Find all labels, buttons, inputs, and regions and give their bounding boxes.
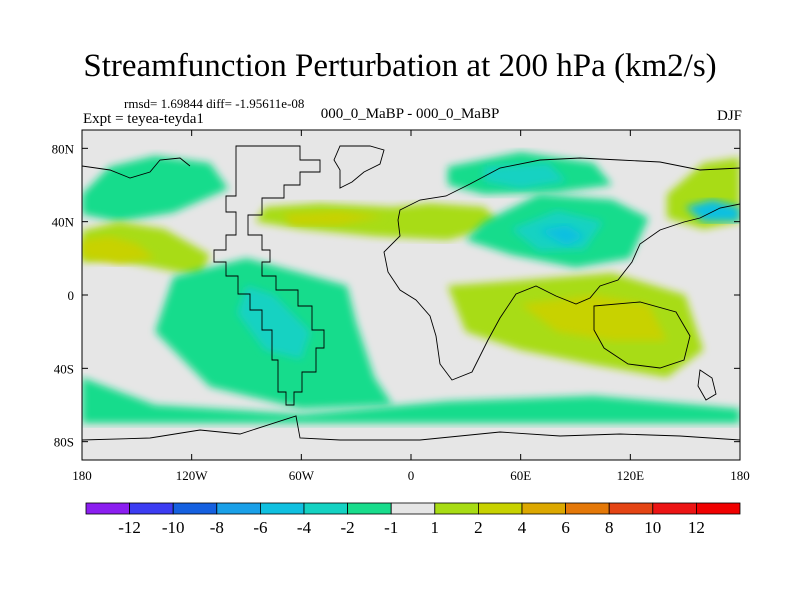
coast-australia [593, 301, 691, 369]
period-label: 000_0_MaBP - 000_0_MaBP [320, 106, 500, 122]
x-tick-label: 120W [176, 468, 209, 483]
x-tick-label: 60E [510, 468, 531, 483]
y-tick-label: 40S [54, 361, 74, 376]
x-tick-label: 120E [617, 468, 645, 483]
colorbar-label: 10 [644, 518, 661, 537]
stats-text: rmsd= 1.69844 diff= -1.95611e-08 [124, 96, 305, 111]
x-tick-label: 180 [730, 468, 750, 483]
y-tick-label: 80S [54, 435, 74, 450]
field-region-atl-45n-core [283, 210, 384, 226]
colorbar-label: -4 [297, 518, 312, 537]
field-region-subtrop-pacific-core [82, 236, 156, 264]
colorbar-swatch [608, 502, 654, 515]
y-tick-label: 80N [52, 141, 75, 156]
field-region-n-pacific-east [82, 155, 229, 222]
colorbar-label: -8 [210, 518, 224, 537]
y-tick-label: 40N [52, 215, 75, 230]
x-tick-label: 60W [289, 468, 315, 483]
colorbar-label: 2 [474, 518, 483, 537]
coast-antarctica [82, 415, 740, 441]
colorbar-swatch [434, 502, 479, 515]
x-tick-label: 180 [72, 468, 92, 483]
y-tick-label: 0 [68, 288, 75, 303]
colorbar-swatch [652, 502, 697, 515]
colorbar-swatch [85, 502, 130, 515]
colorbar-swatch [129, 502, 174, 515]
chart-title: Streamfunction Perturbation at 200 hPa (… [83, 48, 717, 84]
colorbar-label: 4 [518, 518, 527, 537]
colorbar-label: 8 [605, 518, 614, 537]
field-region-samerica-core [237, 285, 311, 360]
coast-eurasia-africa [383, 157, 740, 381]
colorbar-swatch [565, 502, 610, 515]
colorbar-swatch [259, 502, 305, 515]
colorbar-label: 1 [431, 518, 440, 537]
colorbar-label: 12 [688, 518, 705, 537]
colorbar-swatch [347, 502, 392, 515]
field-region-s-hemi-ring [82, 377, 740, 424]
colorbar-swatch [303, 502, 348, 515]
colorbar-label: -6 [253, 518, 267, 537]
coast-alaska [82, 157, 191, 179]
axis-ticks: 180 120W 60W 0 60E 120E 180 80N 40N 0 40S 80S [52, 130, 750, 483]
experiment-label: Expt = teyea-teyda1 [83, 111, 204, 127]
colorbar-swatch [521, 502, 566, 515]
colorbar-swatch [390, 502, 436, 515]
colorbar-label: -2 [341, 518, 355, 537]
coast-greenland [333, 145, 385, 189]
colorbar-swatch [477, 502, 523, 515]
coastline-layer [82, 145, 740, 441]
x-tick-label: 0 [408, 468, 415, 483]
colorbar-label: -10 [162, 518, 185, 537]
coast-americas [213, 145, 325, 406]
field-region-n-pacific-west-core [685, 199, 740, 222]
field-region-eurasia-north-core [484, 163, 567, 189]
colorbar-label: 6 [561, 518, 570, 537]
colorbar-label: -1 [384, 518, 398, 537]
coast-new-zealand [697, 369, 717, 401]
colorbar-swatch [172, 502, 218, 515]
season-label: DJF [716, 108, 742, 124]
colorbar: -12 -10 -8 -6 -4 -2 -1 1 2 4 6 8 10 12 [85, 502, 741, 537]
field-region-subtrop-pacific-band [82, 221, 210, 277]
field-layer [82, 152, 740, 424]
field-region-asia-trough-deep [538, 225, 585, 246]
colorbar-swatch [216, 502, 261, 515]
colorbar-swatch [696, 502, 741, 515]
colorbar-label: -12 [118, 518, 141, 537]
